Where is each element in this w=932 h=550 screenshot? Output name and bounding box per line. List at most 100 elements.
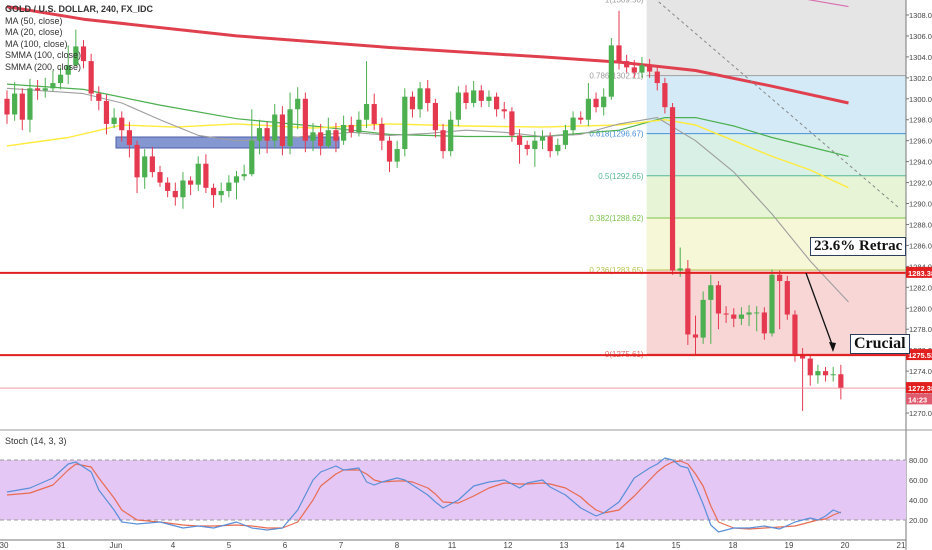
candle — [126, 121, 132, 158]
stoch-tick-label: 40.00 — [909, 496, 928, 505]
candle — [578, 111, 584, 124]
fib-level-label: 0.236(1283.65) — [589, 266, 644, 275]
candle — [19, 88, 25, 131]
candle-body — [761, 312, 767, 334]
candle-body — [822, 371, 829, 376]
candle — [363, 61, 370, 129]
candle-body — [279, 114, 285, 146]
candle-body — [800, 354, 806, 359]
time-tick-label: 15 — [672, 541, 681, 550]
candle-body — [264, 128, 270, 141]
candle — [402, 88, 408, 157]
price-tag-label: 14:23 — [908, 395, 927, 404]
price-tick-label: 1286.00 — [909, 241, 932, 250]
candle — [111, 108, 117, 129]
candle — [654, 65, 660, 91]
candle — [700, 291, 706, 344]
candle — [715, 281, 722, 330]
candle — [80, 40, 87, 69]
candle — [822, 366, 829, 382]
candle-body — [524, 144, 530, 150]
dashed-trendline — [655, 0, 901, 210]
candle — [547, 132, 553, 158]
candle — [42, 77, 48, 98]
time-tick-label: 11 — [448, 541, 457, 550]
candle — [494, 92, 500, 117]
candle-body — [425, 88, 431, 103]
candle — [532, 131, 538, 167]
stoch-label: Stoch (14, 3, 3) — [5, 436, 67, 446]
candle-body — [585, 98, 591, 120]
fib-zone — [646, 133, 906, 176]
candle-body — [578, 117, 584, 120]
price-tick-label: 1302.00 — [909, 74, 932, 83]
candle — [792, 310, 798, 362]
candle — [608, 38, 614, 100]
candle — [448, 111, 454, 157]
time-tick-label: 18 — [729, 541, 738, 550]
candle — [455, 86, 461, 127]
price-tick-label: 1288.00 — [909, 220, 932, 229]
candle — [88, 53, 94, 101]
candle — [310, 122, 316, 152]
candle — [478, 85, 484, 108]
legend-smma200: SMMA (200, close) — [5, 61, 82, 72]
candle — [73, 29, 79, 67]
candle-body — [654, 71, 660, 84]
candle-body — [249, 140, 255, 175]
candle-body — [815, 371, 821, 376]
legend-smma100: SMMA (100, close) — [5, 50, 82, 60]
candle-body — [692, 334, 699, 338]
candle-body — [539, 136, 546, 141]
candle-body — [669, 107, 676, 271]
candle — [593, 92, 599, 113]
price-tick-label: 1298.00 — [909, 116, 932, 125]
candle-body — [379, 123, 385, 141]
candle-body — [80, 46, 87, 62]
price-tick-label: 1274.00 — [909, 367, 932, 376]
time-tick-label: 4 — [171, 541, 176, 550]
candle-body — [409, 96, 416, 110]
candle — [738, 307, 744, 326]
candle — [516, 129, 523, 164]
candle — [333, 122, 339, 153]
candle-body — [432, 102, 438, 131]
candle — [142, 149, 148, 189]
candle — [731, 308, 737, 328]
candle-body — [639, 65, 645, 73]
candle — [777, 270, 783, 330]
candle-body — [180, 180, 186, 198]
candle — [838, 364, 844, 400]
price-tag — [906, 266, 932, 278]
fib-level-label: 0.382(1288.62) — [589, 214, 644, 223]
time-tick-label: 8 — [395, 541, 400, 550]
candle — [807, 354, 813, 386]
candle — [815, 364, 821, 384]
annotation-arrow — [805, 272, 834, 348]
candle — [65, 45, 71, 85]
candle-body — [509, 111, 515, 136]
candle — [669, 102, 676, 275]
candle-body — [792, 314, 798, 355]
price-tag — [906, 393, 932, 405]
stoch-k-line — [6, 457, 842, 533]
candle-body — [27, 88, 33, 120]
candle-body — [19, 93, 25, 120]
candle-body — [547, 136, 553, 152]
candle — [210, 183, 217, 208]
candle-body — [394, 149, 400, 162]
candle — [341, 115, 347, 145]
candle — [409, 91, 416, 118]
symbol-title: GOLD / U.S. DOLLAR, 240, FX_IDC — [5, 4, 154, 14]
candle-body — [455, 92, 461, 120]
candle-body — [624, 61, 630, 68]
candle — [647, 58, 653, 78]
candle-body — [356, 119, 362, 133]
candle-body — [562, 130, 569, 145]
candle-body — [363, 104, 370, 120]
candle — [302, 92, 308, 153]
time-tick-label: 6 — [283, 541, 288, 550]
candle-body — [723, 313, 729, 315]
fib-zone — [646, 175, 906, 218]
